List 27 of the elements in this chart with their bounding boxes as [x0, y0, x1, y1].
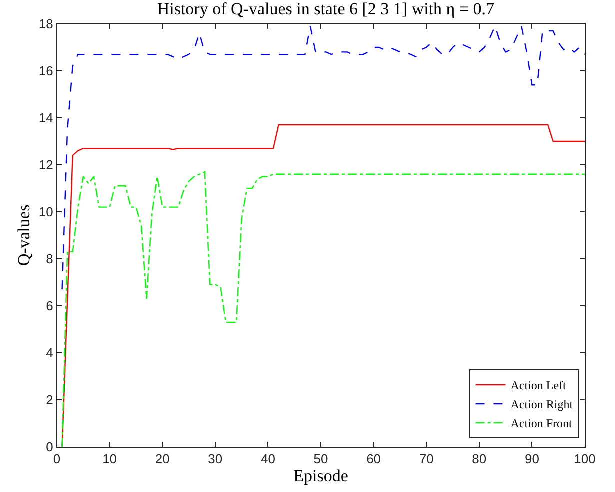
- x-tick-label: 10: [102, 452, 118, 467]
- x-tick-label: 60: [366, 452, 382, 467]
- chart-title: History of Q-values in state 6 [2 3 1] with η = 0.7: [157, 0, 496, 18]
- legend-label: Action Left: [510, 378, 568, 393]
- y-tick-label: 8: [46, 252, 54, 267]
- y-tick-label: 18: [38, 16, 54, 32]
- y-tick-label: 6: [46, 298, 54, 314]
- y-tick-label: 2: [46, 392, 54, 408]
- y-tick-label: 0: [46, 440, 54, 455]
- x-tick-label: 90: [524, 452, 540, 467]
- x-tick-label: 20: [155, 452, 170, 467]
- y-tick-label: 14: [38, 110, 54, 126]
- x-tick-label: 100: [574, 452, 596, 467]
- y-axis-title: Q-values: [14, 204, 34, 266]
- x-tick-label: 50: [314, 452, 328, 467]
- x-tick-label: 80: [472, 452, 487, 467]
- legend-label: Action Front: [510, 416, 574, 431]
- line-series: [62, 26, 585, 290]
- x-tick-label: 30: [208, 452, 223, 467]
- legend-label: Action Right: [510, 398, 574, 412]
- x-axis-title: Episode: [294, 466, 348, 486]
- x-tick-label: 40: [260, 452, 276, 467]
- y-tick-label: 4: [46, 346, 54, 361]
- y-tick-label: 12: [38, 158, 54, 173]
- x-tick-label: 70: [419, 452, 434, 467]
- y-tick-label: 16: [38, 64, 54, 79]
- y-tick-label: 10: [38, 204, 54, 220]
